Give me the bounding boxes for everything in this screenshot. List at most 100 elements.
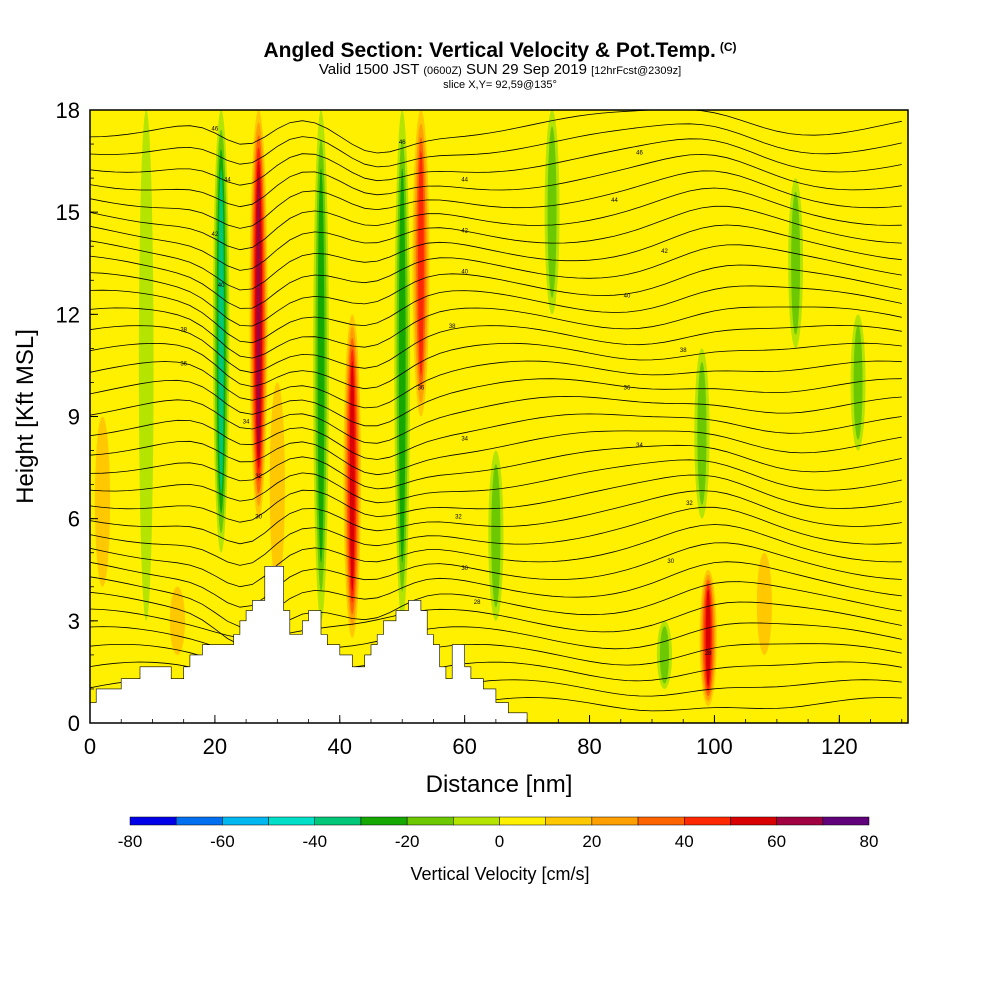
potential-temperature-contours [90,110,902,723]
isentrope-line [90,205,902,271]
contour-label: 30 [667,559,674,565]
forecast-run: [12hrFcst@2309z] [591,65,682,77]
chart-title: Angled Section: Vertical Velocity & Pot.… [0,36,1000,62]
isentrope-line [90,123,902,168]
downdraft-plume [850,314,866,451]
contour-label: 30 [461,566,468,572]
updraft-plume [269,382,285,587]
isentrope-line [90,110,902,154]
y-tick-label: 9 [68,405,80,430]
updraft-plume [249,110,268,519]
y-tick-label: 3 [68,609,80,634]
downdraft-plume [313,110,329,621]
velocity-band [317,168,325,563]
contour-label: 38 [680,348,687,354]
chart-title-text: Angled Section: Vertical Velocity & Pot.… [263,39,716,62]
contour-label: 36 [418,385,425,391]
valid-time: Valid 1500 JST [318,61,420,78]
downdraft-plume [694,348,710,519]
valid-utc: (0600Z) [423,65,462,77]
colorbar-swatch [268,816,315,826]
isentrope-line [90,430,902,476]
contour-label: 42 [461,229,468,235]
isentrope-line [90,444,902,490]
isentrope-line [90,459,902,504]
downdraft-plume [544,110,560,315]
contour-label: 42 [661,249,668,255]
y-tick-label: 18 [56,98,80,123]
contour-label: 30 [255,515,262,521]
colorbar-tick-label: -60 [210,832,235,851]
downdraft-plume [488,450,504,621]
x-tick-label: 20 [203,734,227,759]
contour-label: 34 [461,436,468,442]
colorbar-swatch [591,816,639,826]
isentrope-line [90,360,902,409]
y-tick-label: 6 [68,507,80,532]
isentrope-line [90,506,902,566]
x-tick-label: 60 [452,734,476,759]
plot-area: 46 44 42 40 38 36 34 32 30 46 44 42 40 38 36 34 32 30 28 46… [89,109,909,724]
contour-label: 44 [224,178,231,184]
velocity-band [791,191,801,335]
colorbar-swatch [499,816,546,826]
contour-label: 46 [636,150,643,156]
colorbar-swatch [730,816,777,826]
isentrope-line [90,524,902,588]
downdraft-plume [394,110,411,621]
contour-label: 36 [624,385,631,391]
colorbar-swatch [314,816,362,826]
velocity-band [169,586,186,655]
isentrope-line [90,581,902,646]
contour-label: 36 [180,361,187,367]
updraft-plume [94,416,111,587]
isentrope-line [90,264,902,327]
downdraft-plume [788,178,804,349]
contour-label: 28 [474,600,481,606]
contour-label: 46 [399,140,406,146]
chart-subtitle: Valid 1500 JST (0600Z) SUN 29 Sep 2019 [… [0,62,1000,79]
colorbar: -80 -60 -40 -20 0 20 40 60 80 [118,816,879,851]
colorbar-tick-label: 80 [860,832,879,851]
contour-label: 34 [636,443,643,449]
contour-label: 40 [218,283,225,289]
y-axis: 0 3 6 9 12 15 18 [56,98,98,736]
colorbar-swatch [684,816,731,826]
y-tick-label: 12 [56,302,80,327]
isentrope-line [90,138,902,186]
slice-info: slice X,Y= 92,59@135° [443,79,557,91]
contour-labels: 46 44 42 40 38 36 34 32 30 46 44 42 40 38 36 34 32 30 28 46… [180,126,712,656]
isentrope-line [90,170,902,229]
colorbar-swatch [175,816,223,826]
velocity-band [94,416,111,587]
velocity-band [853,325,863,440]
y-axis-label: Height [Kft MSL] [12,329,39,504]
colorbar-tick-label: -40 [302,832,327,851]
isentrope-line [90,342,902,390]
contour-label: 44 [611,198,618,204]
contour-label: 32 [686,501,693,507]
velocity-band [547,126,557,298]
isentrope-line [90,490,902,545]
isentrope-line [90,306,902,359]
isentrope-line [90,224,902,291]
isentrope-line [90,324,902,374]
x-axis-label: Distance [nm] [426,771,573,798]
isentrope-line [90,187,902,251]
updraft-plume [169,586,186,655]
contour-label: 42 [212,232,219,238]
y-tick-label: 15 [56,200,80,225]
isentrope-line [90,395,902,444]
valid-date: SUN 29 Sep 2019 [466,61,587,78]
x-axis: 0 20 40 60 80 100 120 [84,715,903,759]
velocity-band [218,169,224,494]
velocity-band [697,362,707,506]
contour-label: 32 [455,515,462,521]
isentrope-line [90,244,902,309]
colorbar-swatch [545,816,593,826]
updraft-plume [343,314,362,638]
x-tick-label: 100 [696,734,733,759]
colorbar-tick-label: 40 [675,832,694,851]
colorbar-tick-label: 0 [495,832,504,851]
isentrope-line [90,601,902,640]
